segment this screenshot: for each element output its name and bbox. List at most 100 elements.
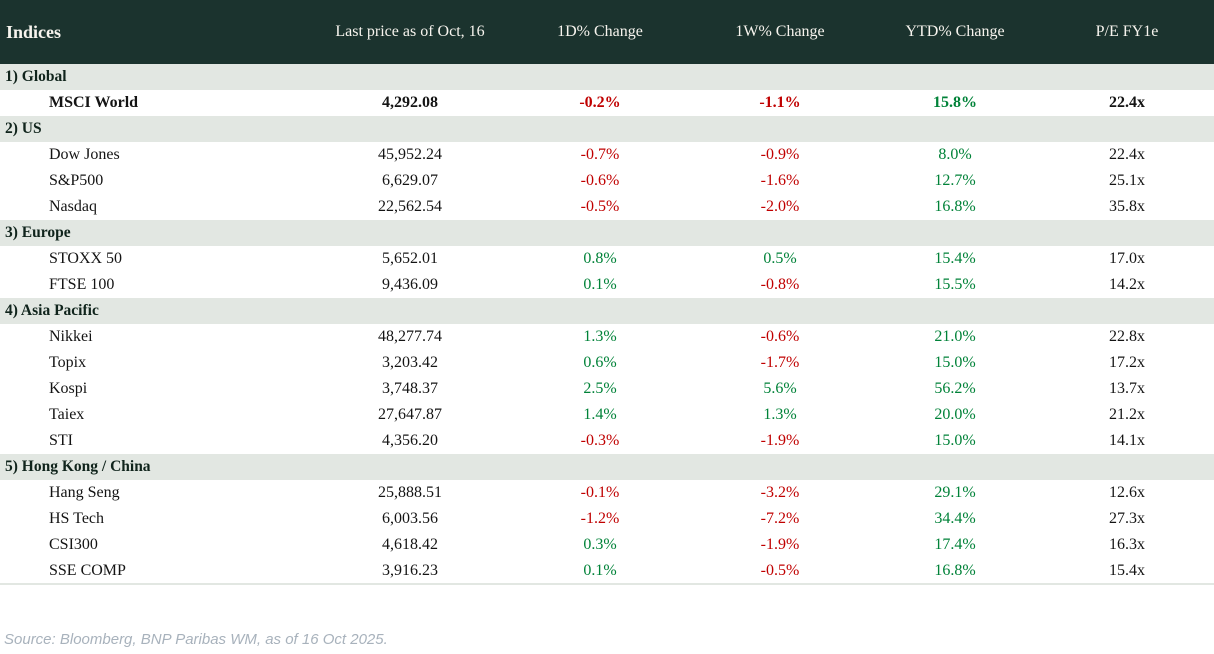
table-title: Indices [0, 0, 310, 64]
pe-fy1e: 16.3x [1109, 536, 1145, 553]
table-header: Indices Last price as of Oct, 16 1D% Cha… [0, 0, 1214, 64]
change-1w: -0.9% [760, 146, 800, 163]
index-name: MSCI World [49, 94, 139, 111]
index-name: Nasdaq [49, 198, 97, 215]
section-row: 1) Global [0, 64, 1214, 90]
index-row: Hang Seng 25,888.51 -0.1% -3.2% 29.1% 12.6x [0, 480, 1214, 506]
change-ytd: 15.8% [933, 94, 977, 111]
section-label: 3) Europe [0, 220, 1214, 246]
pe-fy1e: 17.2x [1109, 354, 1145, 371]
index-name: Dow Jones [49, 146, 120, 163]
index-row: CSI300 4,618.42 0.3% -1.9% 17.4% 16.3x [0, 532, 1214, 558]
change-1d: 0.8% [583, 250, 617, 267]
change-1w: -0.6% [760, 328, 800, 345]
index-row: S&P500 6,629.07 -0.6% -1.6% 12.7% 25.1x [0, 168, 1214, 194]
change-ytd: 56.2% [934, 380, 976, 397]
change-1d: -0.2% [579, 94, 621, 111]
change-ytd: 29.1% [934, 484, 976, 501]
last-price: 6,629.07 [382, 172, 438, 189]
column-header-ytd-change: YTD% Change [870, 0, 1040, 64]
pe-fy1e: 17.0x [1109, 250, 1145, 267]
pe-fy1e: 21.2x [1109, 406, 1145, 423]
index-row: STI 4,356.20 -0.3% -1.9% 15.0% 14.1x [0, 428, 1214, 454]
last-price: 4,618.42 [382, 536, 438, 553]
last-price: 9,436.09 [382, 276, 438, 293]
table-body: 1) Global MSCI World 4,292.08 -0.2% -1.1% 15.… [0, 64, 1214, 584]
last-price: 6,003.56 [382, 510, 438, 527]
change-ytd: 15.0% [934, 354, 976, 371]
index-row: SSE COMP 3,916.23 0.1% -0.5% 16.8% 15.4x [0, 558, 1214, 584]
section-label: 4) Asia Pacific [0, 298, 1214, 324]
index-row: Dow Jones 45,952.24 -0.7% -0.9% 8.0% 22.4x [0, 142, 1214, 168]
section-row: 2) US [0, 116, 1214, 142]
column-header-pe: P/E FY1e [1040, 0, 1214, 64]
pe-fy1e: 12.6x [1109, 484, 1145, 501]
index-name: Topix [49, 354, 87, 371]
pe-fy1e: 35.8x [1109, 198, 1145, 215]
change-1w: -1.9% [760, 432, 800, 449]
change-ytd: 34.4% [934, 510, 976, 527]
source-note: Source: Bloomberg, BNP Paribas WM, as of… [4, 631, 388, 648]
last-price: 3,203.42 [382, 354, 438, 371]
last-price: 48,277.74 [378, 328, 442, 345]
pe-fy1e: 27.3x [1109, 510, 1145, 527]
index-name: Nikkei [49, 328, 93, 345]
index-name: SSE COMP [49, 561, 126, 579]
column-header-last-price: Last price as of Oct, 16 [310, 0, 510, 64]
change-ytd: 15.0% [934, 432, 976, 449]
change-ytd: 8.0% [938, 146, 972, 163]
pe-fy1e: 14.1x [1109, 432, 1145, 449]
change-ytd: 12.7% [934, 172, 976, 189]
change-1w: -1.1% [759, 94, 801, 111]
section-row: 5) Hong Kong / China [0, 454, 1214, 480]
change-1d: -0.1% [580, 484, 620, 501]
last-price: 5,652.01 [382, 250, 438, 267]
change-ytd: 15.5% [934, 276, 976, 293]
index-name: Hang Seng [49, 484, 120, 501]
pe-fy1e: 13.7x [1109, 380, 1145, 397]
index-name: Taiex [49, 406, 85, 423]
change-ytd: 15.4% [934, 250, 976, 267]
change-1w: -1.9% [760, 536, 800, 553]
change-ytd: 16.8% [934, 198, 976, 215]
pe-fy1e: 14.2x [1109, 276, 1145, 293]
change-1w: 0.5% [763, 250, 797, 267]
index-name: STI [49, 432, 73, 449]
pe-fy1e: 25.1x [1109, 172, 1145, 189]
last-price: 3,748.37 [382, 380, 438, 397]
change-ytd: 21.0% [934, 328, 976, 345]
change-1d: 0.6% [583, 354, 617, 371]
index-row: STOXX 50 5,652.01 0.8% 0.5% 15.4% 17.0x [0, 246, 1214, 272]
change-1d: 0.1% [583, 276, 617, 293]
change-1w: -7.2% [760, 510, 800, 527]
index-name: Kospi [49, 380, 88, 397]
change-1w: -3.2% [760, 484, 800, 501]
last-price: 25,888.51 [378, 484, 442, 501]
change-1d: -1.2% [580, 510, 620, 527]
index-row: FTSE 100 9,436.09 0.1% -0.8% 15.5% 14.2x [0, 272, 1214, 298]
index-name: STOXX 50 [49, 250, 123, 267]
change-1w: 1.3% [763, 406, 797, 423]
change-1w: -1.6% [760, 172, 800, 189]
pe-fy1e: 15.4x [1109, 561, 1145, 579]
section-label: 1) Global [0, 64, 1214, 90]
header-row: Indices Last price as of Oct, 16 1D% Cha… [0, 0, 1214, 64]
column-header-1d-change: 1D% Change [510, 0, 690, 64]
last-price: 4,356.20 [382, 432, 438, 449]
change-1w: -1.7% [760, 354, 800, 371]
indices-table: Indices Last price as of Oct, 16 1D% Cha… [0, 0, 1214, 585]
change-1d: 0.1% [583, 561, 617, 579]
index-name: HS Tech [49, 510, 105, 527]
section-row: 4) Asia Pacific [0, 298, 1214, 324]
change-1w: -0.8% [760, 276, 800, 293]
change-ytd: 16.8% [934, 561, 976, 579]
index-row: Topix 3,203.42 0.6% -1.7% 15.0% 17.2x [0, 350, 1214, 376]
last-price: 45,952.24 [378, 146, 442, 163]
pe-fy1e: 22.8x [1109, 328, 1145, 345]
index-row: HS Tech 6,003.56 -1.2% -7.2% 34.4% 27.3x [0, 506, 1214, 532]
change-1d: 1.4% [583, 406, 617, 423]
change-1d: 2.5% [583, 380, 617, 397]
index-name: FTSE 100 [49, 276, 115, 293]
section-label: 2) US [0, 116, 1214, 142]
change-1w: -0.5% [760, 561, 800, 579]
